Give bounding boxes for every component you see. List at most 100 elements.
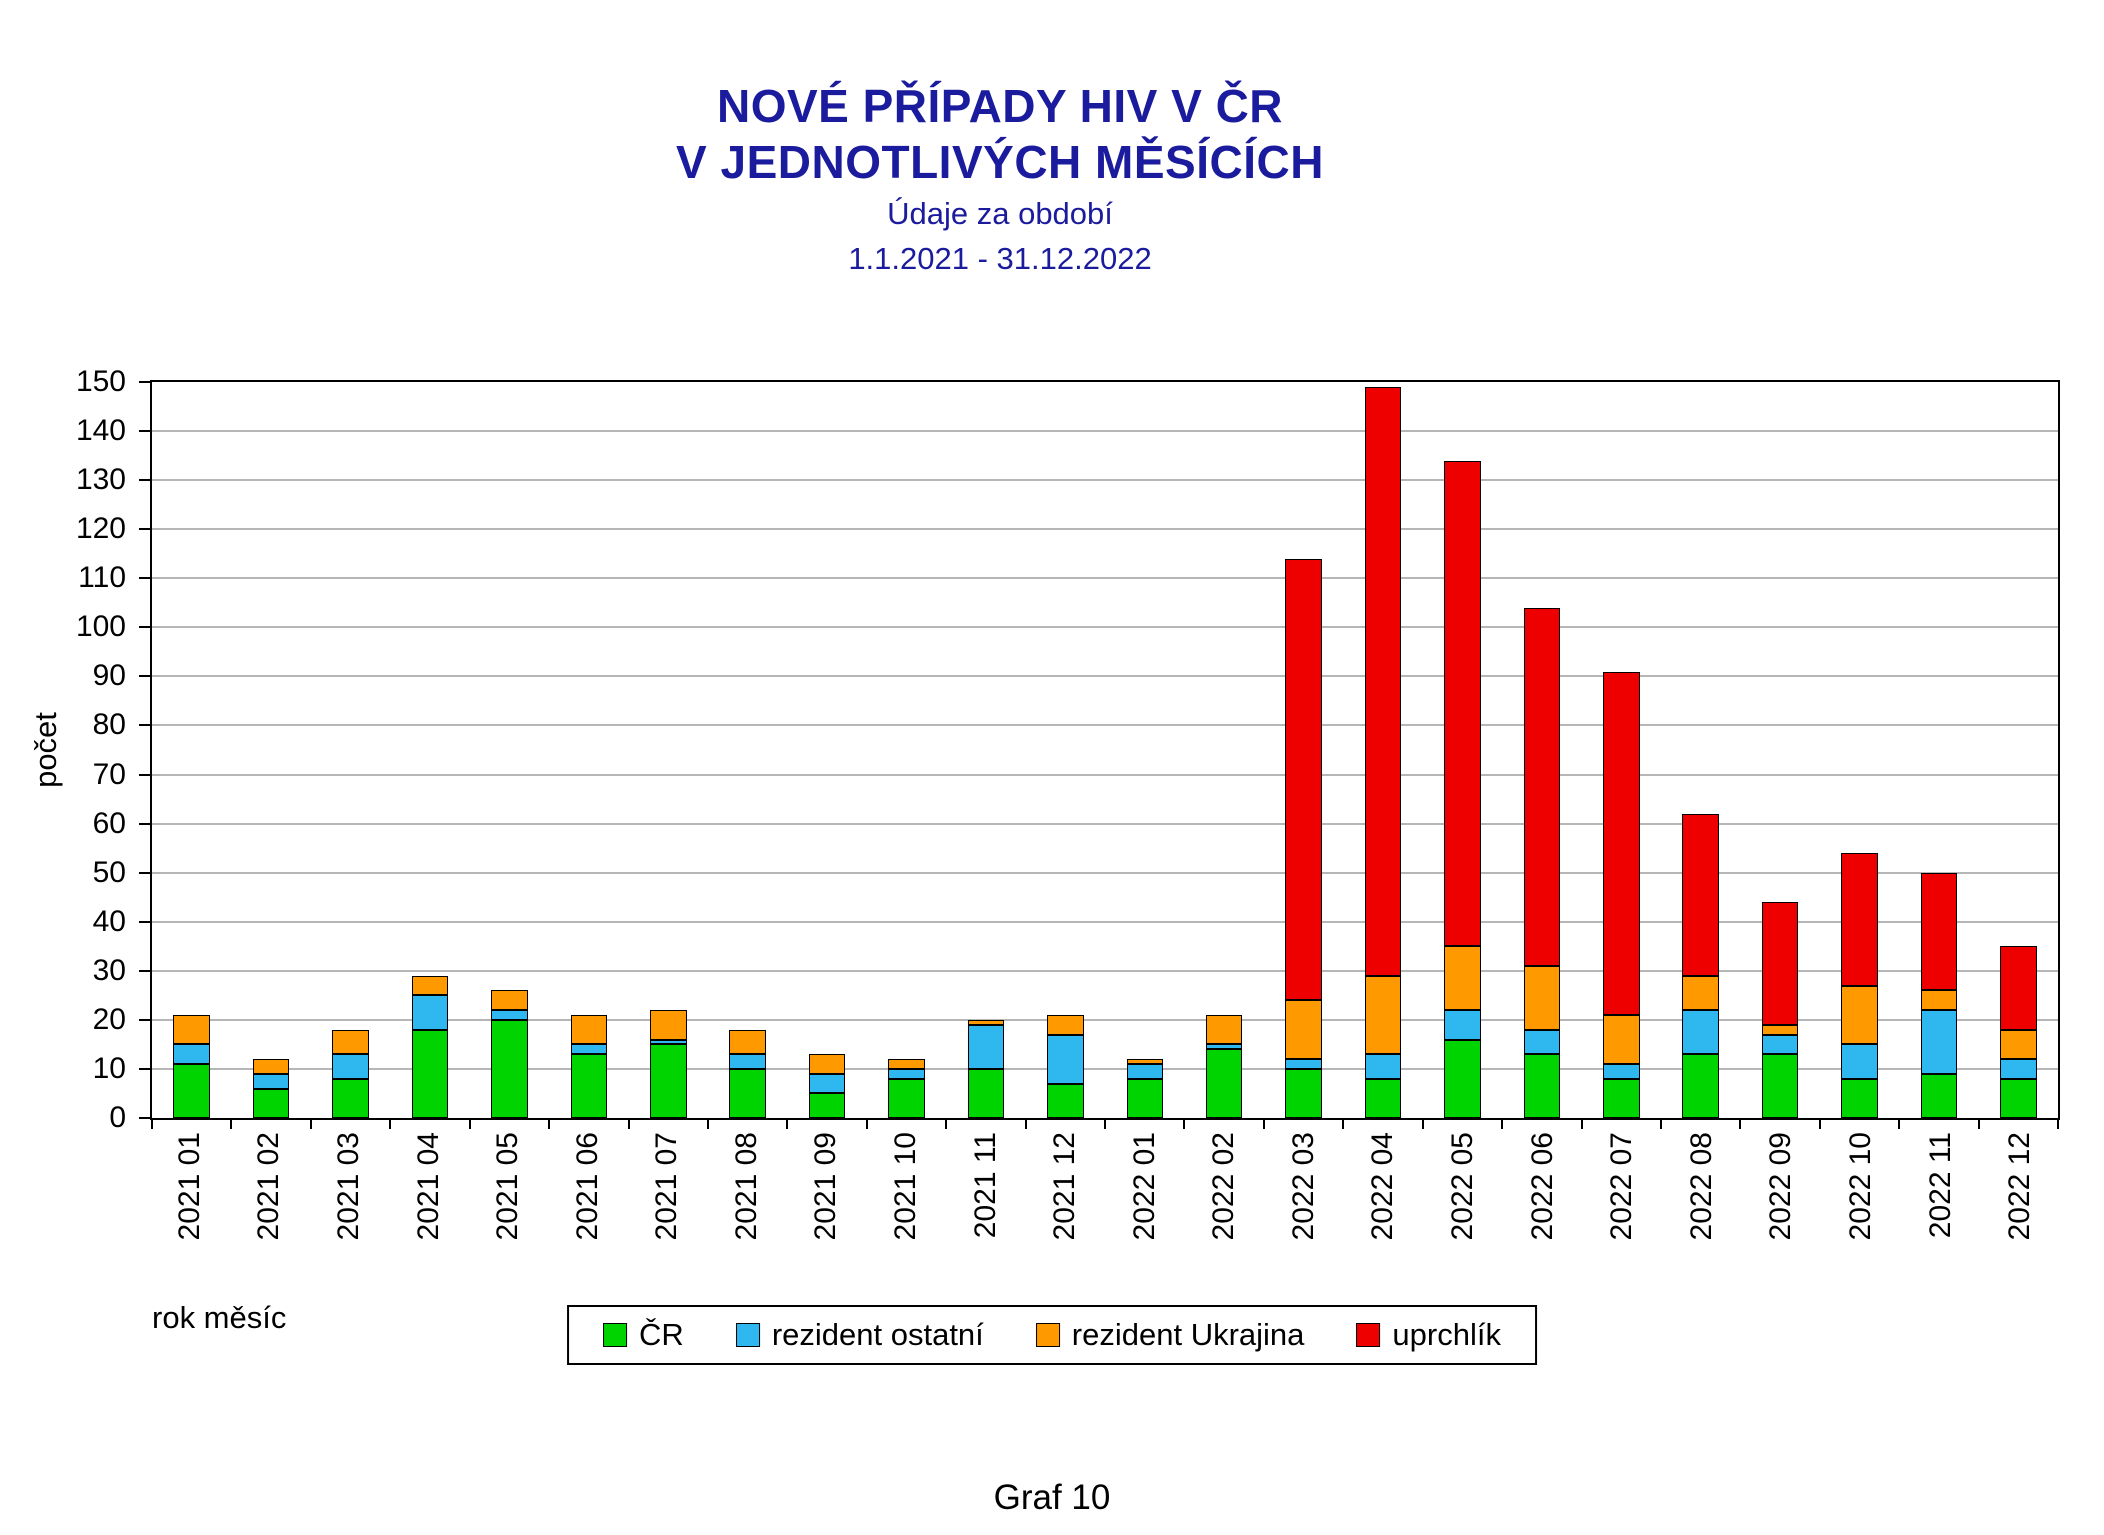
bar-segment bbox=[649, 1044, 687, 1118]
bar-2022-05 bbox=[1444, 382, 1481, 1118]
y-tick-mark bbox=[139, 773, 152, 776]
x-tick-label: 2022 06 bbox=[1525, 1132, 1559, 1241]
bar-segment bbox=[888, 1078, 925, 1118]
bar-segment bbox=[570, 1054, 608, 1118]
x-tick-label: 2021 06 bbox=[570, 1132, 604, 1241]
bar-segment bbox=[491, 1010, 528, 1020]
x-label-slot: 2021 04 bbox=[389, 1132, 469, 1282]
y-tick-mark bbox=[139, 1018, 152, 1021]
bar-segment bbox=[729, 1068, 766, 1118]
x-axis-labels: 2021 01 2021 02 2021 03 2021 04 2021 05 2021 … bbox=[150, 1132, 2060, 1282]
bar-segment bbox=[1523, 607, 1561, 966]
y-tick-label: 90 bbox=[92, 659, 126, 693]
x-tick-label: 2021 11 bbox=[968, 1132, 1002, 1239]
y-gridline bbox=[152, 1068, 2058, 1070]
x-tick-label: 2022 05 bbox=[1446, 1132, 1480, 1241]
x-label-slot: 2022 09 bbox=[1742, 1132, 1822, 1282]
bar-slot bbox=[1423, 382, 1502, 1118]
bar-2022-04 bbox=[1364, 382, 1402, 1118]
bars bbox=[152, 382, 2058, 1118]
bar-segment bbox=[649, 1039, 687, 1045]
y-tick-label: 110 bbox=[78, 561, 126, 595]
x-tick-label: 2022 12 bbox=[2003, 1132, 2037, 1241]
x-tick-label: 2022 09 bbox=[1764, 1132, 1798, 1241]
x-tick-mark bbox=[1977, 1118, 1980, 1129]
chart-subtitle-line-2: 1.1.2021 - 31.12.2022 bbox=[848, 240, 1152, 276]
bar-segment bbox=[1920, 990, 1958, 1011]
chart-subtitle-line-1: Údaje za období bbox=[887, 196, 1113, 232]
bar-segment bbox=[1603, 671, 1640, 1015]
x-label-slot: 2021 07 bbox=[627, 1132, 707, 1282]
y-tick-mark bbox=[139, 528, 152, 531]
x-tick-label: 2022 04 bbox=[1366, 1132, 1400, 1241]
x-tick-label: 2021 10 bbox=[888, 1132, 922, 1241]
bar-segment bbox=[173, 1014, 210, 1045]
y-gridline bbox=[152, 430, 2058, 432]
y-gridline bbox=[152, 626, 2058, 628]
legend-item: uprchlík bbox=[1356, 1317, 1501, 1353]
y-gridline bbox=[152, 970, 2058, 972]
y-tick-label: 80 bbox=[92, 708, 126, 742]
x-tick-mark bbox=[1501, 1118, 1504, 1129]
y-tick-mark bbox=[139, 577, 152, 580]
y-tick-mark bbox=[139, 871, 152, 874]
bar-slot bbox=[311, 382, 390, 1118]
bar-2022-03 bbox=[1285, 382, 1322, 1118]
x-label-slot: 2021 12 bbox=[1025, 1132, 1105, 1282]
x-label-slot: 2021 01 bbox=[150, 1132, 230, 1282]
x-tick-label: 2021 12 bbox=[1048, 1132, 1082, 1241]
x-tick-mark bbox=[1659, 1118, 1662, 1129]
x-label-slot: 2021 06 bbox=[548, 1132, 628, 1282]
bar-segment bbox=[411, 975, 449, 996]
x-tick-mark bbox=[706, 1118, 709, 1129]
bar-2021-07 bbox=[649, 382, 687, 1118]
bar-segment bbox=[252, 1073, 290, 1089]
x-tick-mark bbox=[1421, 1118, 1424, 1129]
y-gridline bbox=[152, 724, 2058, 726]
bar-segment bbox=[1285, 1000, 1322, 1060]
y-gridline bbox=[152, 528, 2058, 530]
bar-2021-09 bbox=[808, 382, 846, 1118]
bar-slot bbox=[708, 382, 787, 1118]
x-tick-mark bbox=[865, 1118, 868, 1129]
y-gridline bbox=[152, 921, 2058, 923]
x-tick-mark bbox=[1818, 1118, 1821, 1129]
bar-slot bbox=[1502, 382, 1581, 1118]
bar-segment bbox=[1761, 1024, 1799, 1035]
y-tick-label: 150 bbox=[75, 365, 126, 398]
x-label-slot: 2022 05 bbox=[1423, 1132, 1503, 1282]
bar-2021-02 bbox=[252, 382, 290, 1118]
x-label-slot: 2021 02 bbox=[230, 1132, 310, 1282]
x-tick-mark bbox=[945, 1118, 948, 1129]
bar-slot bbox=[1184, 382, 1263, 1118]
bar-segment bbox=[1603, 1064, 1640, 1079]
bar-segment bbox=[1603, 1014, 1640, 1065]
bar-segment bbox=[570, 1014, 608, 1045]
chart-title-line-2: V JEDNOTLIVÝCH MĚSÍCÍCH bbox=[676, 136, 1324, 189]
x-tick-label: 2022 02 bbox=[1207, 1132, 1241, 1241]
x-tick-mark bbox=[1739, 1118, 1742, 1129]
chart-caption: Graf 10 bbox=[993, 1478, 1111, 1517]
bar-segment bbox=[2000, 1029, 2037, 1060]
bar-slot bbox=[152, 382, 231, 1118]
bar-segment bbox=[1603, 1078, 1640, 1118]
bar-segment bbox=[411, 1029, 449, 1118]
legend-swatch-icon bbox=[603, 1323, 628, 1347]
bar-segment bbox=[1126, 1078, 1164, 1118]
bar-slot bbox=[787, 382, 866, 1118]
y-tick-label: 120 bbox=[75, 512, 126, 546]
y-gridline bbox=[152, 872, 2058, 874]
legend-label: uprchlík bbox=[1392, 1317, 1501, 1352]
x-tick-mark bbox=[1262, 1118, 1265, 1129]
x-tick-mark bbox=[1580, 1118, 1583, 1129]
y-tick-label: 100 bbox=[75, 610, 126, 644]
y-tick-label: 0 bbox=[109, 1101, 126, 1134]
x-label-slot: 2022 04 bbox=[1344, 1132, 1424, 1282]
x-tick-label: 2021 02 bbox=[252, 1132, 286, 1241]
bar-segment bbox=[1205, 1014, 1243, 1045]
bar-segment bbox=[888, 1068, 925, 1079]
title-block: NOVÉ PŘÍPADY HIV V ČR V JEDNOTLIVÝCH MĚS… bbox=[0, 78, 2000, 279]
bar-segment bbox=[1364, 386, 1402, 976]
bar-segment bbox=[252, 1088, 290, 1118]
bar-segment bbox=[1920, 1010, 1958, 1074]
